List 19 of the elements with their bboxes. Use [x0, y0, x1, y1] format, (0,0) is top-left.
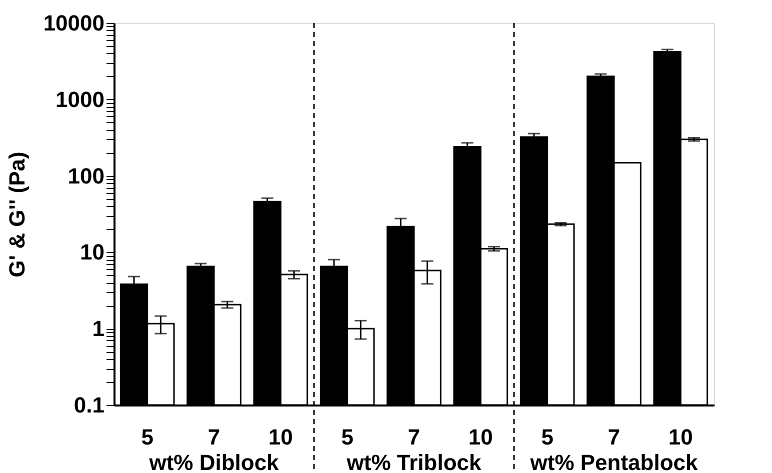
x-tick-label: 10 [268, 424, 293, 450]
y-tick-label: 1000 [56, 86, 104, 112]
x-tick-label: 7 [208, 424, 220, 450]
y-tick-label: 0.1 [74, 392, 104, 418]
x-tick-label: 5 [341, 424, 354, 450]
y-tick-label: 1 [92, 316, 104, 342]
x-tick-label: 10 [468, 424, 493, 450]
text: wt% Diblock [148, 450, 280, 473]
y-tick-label: 10000 [43, 10, 104, 36]
text: wt% Triblock [346, 450, 482, 473]
x-tick-label: 5 [141, 424, 154, 450]
x-tick-label: 5 [541, 424, 554, 450]
y-tick-label: 100 [68, 163, 104, 188]
y-axis-title: G' & G'' (Pa) [4, 152, 30, 278]
x-tick-label: 7 [608, 424, 620, 450]
y-tick-label: 10 [80, 240, 104, 265]
x-tick-label: 10 [668, 424, 693, 450]
x-tick-label: 7 [408, 424, 420, 450]
text: wt% Pentablock [529, 450, 699, 473]
